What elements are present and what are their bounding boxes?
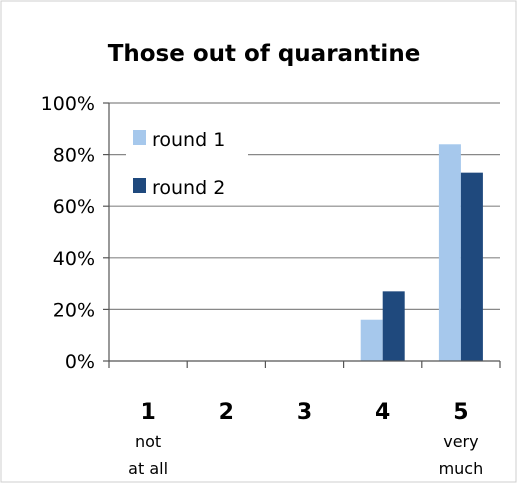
legend-label: round 2 xyxy=(152,177,225,199)
legend-label: round 1 xyxy=(152,129,225,151)
y-tick-label: 80% xyxy=(53,145,95,167)
y-tick-label: 0% xyxy=(65,351,95,373)
x-category-label: 2 xyxy=(219,400,234,425)
bar-round-2-4 xyxy=(382,291,405,361)
y-tick-label: 40% xyxy=(53,248,95,270)
legend-swatch xyxy=(133,130,146,145)
axes xyxy=(103,102,501,368)
y-tick-label: 60% xyxy=(53,196,95,218)
bars xyxy=(360,144,483,361)
x-category-label: 5 xyxy=(453,400,468,425)
x-category-sublabel: very xyxy=(443,432,478,451)
legend-swatch xyxy=(133,178,146,193)
x-category-sublabel: at all xyxy=(128,459,168,478)
bar-round-1-4 xyxy=(360,319,383,361)
legend: round 1 round 2 xyxy=(126,123,248,205)
x-category-label: 4 xyxy=(375,400,390,425)
bar-round-2-5 xyxy=(460,172,483,361)
x-category-sublabel: not xyxy=(135,432,161,451)
y-tick-label: 100% xyxy=(41,93,95,115)
x-category-label: 3 xyxy=(297,400,312,425)
legend-background xyxy=(126,123,248,205)
bar-round-1-5 xyxy=(438,144,461,361)
chart-title: Those out of quarantine xyxy=(108,41,421,67)
y-tick-label: 20% xyxy=(53,299,95,321)
x-category-sublabel: much xyxy=(439,459,484,478)
axis-labels: 0% 20% 40% 60% 80% 100% 1 not at all 2 3 4 5 very much xyxy=(41,93,484,478)
x-category-label: 1 xyxy=(140,400,155,425)
